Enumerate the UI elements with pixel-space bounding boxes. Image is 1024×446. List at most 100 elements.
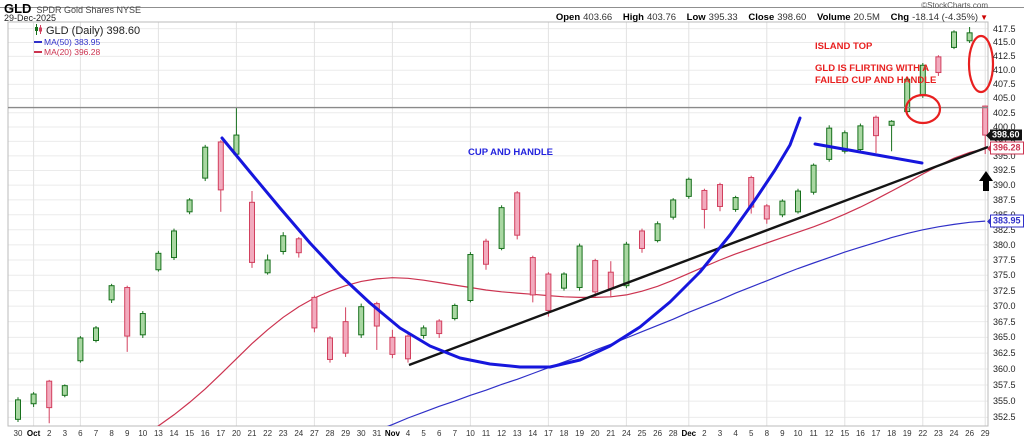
x-axis-label: 2 bbox=[46, 429, 52, 438]
candle bbox=[93, 326, 99, 343]
candle bbox=[280, 232, 287, 255]
candle bbox=[311, 295, 318, 333]
candle-body bbox=[327, 337, 333, 360]
x-axis-label: 2 bbox=[702, 429, 707, 438]
y-axis-label: 362.5 bbox=[993, 348, 1016, 359]
candle-body bbox=[826, 127, 833, 160]
x-axis-label: Nov bbox=[384, 429, 400, 438]
candle-body bbox=[966, 32, 973, 42]
candle-body bbox=[888, 120, 895, 126]
x-axis-label: 4 bbox=[733, 429, 738, 438]
x-axis-label: 31 bbox=[372, 429, 382, 438]
candle bbox=[61, 384, 68, 398]
y-axis-label: 360.0 bbox=[993, 364, 1016, 375]
annotation-text: FAILED CUP AND HANDLE bbox=[815, 75, 936, 86]
candle bbox=[436, 319, 443, 338]
candle bbox=[701, 188, 708, 229]
candle-body bbox=[311, 296, 318, 329]
candle bbox=[15, 397, 21, 422]
x-axis-label: 13 bbox=[153, 429, 163, 438]
candle-body bbox=[639, 230, 645, 249]
candle bbox=[810, 163, 817, 195]
high-label: High bbox=[622, 12, 644, 23]
candle bbox=[779, 199, 786, 218]
x-axis-label: 20 bbox=[590, 429, 600, 438]
x-axis-label: 8 bbox=[109, 429, 114, 438]
candle-body bbox=[155, 252, 162, 271]
x-axis-label: 9 bbox=[780, 429, 785, 438]
y-axis-label: 402.5 bbox=[993, 107, 1016, 118]
x-axis-label: 24 bbox=[294, 429, 304, 438]
y-axis-label: 377.5 bbox=[993, 254, 1016, 265]
x-axis-label: 7 bbox=[452, 429, 458, 438]
candle bbox=[732, 195, 739, 212]
chart-date: 29-Dec-2025 bbox=[4, 13, 57, 23]
x-axis-label: 25 bbox=[637, 429, 647, 438]
candle bbox=[545, 272, 552, 317]
y-axis-label: 415.0 bbox=[993, 37, 1016, 48]
candle-body bbox=[280, 235, 287, 252]
x-axis-label: 5 bbox=[748, 429, 754, 438]
y-axis-label: 400.0 bbox=[993, 122, 1016, 132]
legend-series-label: GLD (Daily) bbox=[46, 25, 104, 37]
y-axis-label: 367.5 bbox=[993, 316, 1016, 327]
last-price-box: 398.60 bbox=[986, 129, 1022, 141]
candle bbox=[685, 177, 692, 199]
legend-ma20-label: MA(20) 396.28 bbox=[44, 46, 101, 57]
x-axis-label: Dec bbox=[681, 429, 697, 438]
x-axis-label: 29 bbox=[341, 429, 351, 438]
candle-body bbox=[576, 245, 583, 289]
trendline bbox=[408, 145, 989, 367]
hand-drawn-annotations bbox=[8, 34, 995, 369]
legend-ma50-label: MA(50) 383.95 bbox=[44, 37, 101, 47]
x-axis-label: 6 bbox=[436, 429, 442, 438]
island-top-ellipse bbox=[967, 34, 995, 94]
x-axis-label: 17 bbox=[871, 429, 881, 438]
candle-body bbox=[15, 399, 21, 420]
annotation-text: CUP AND HANDLE bbox=[468, 147, 553, 158]
legend: GLD (Daily) 398.60 MA(50) 383.95 MA(20) … bbox=[34, 24, 140, 56]
x-axis-label: 12 bbox=[824, 429, 834, 438]
gridlines bbox=[8, 22, 988, 426]
candle bbox=[155, 250, 162, 272]
candle-body bbox=[670, 199, 677, 218]
legend-ma50: MA(50) 383.95 bbox=[34, 38, 140, 47]
candle-body bbox=[249, 201, 255, 263]
x-axis-label: 10 bbox=[138, 429, 148, 438]
ma50-line bbox=[386, 220, 986, 426]
chg-down-arrow-icon: ▼ bbox=[980, 13, 988, 22]
x-axis-label: 30 bbox=[356, 429, 366, 438]
candle bbox=[966, 26, 973, 43]
legend-series-row: GLD (Daily) 398.60 bbox=[34, 24, 140, 37]
x-axis-label: 14 bbox=[169, 429, 179, 438]
x-axis-label: 18 bbox=[887, 429, 897, 438]
candle-body bbox=[514, 192, 521, 236]
x-axis-label: 24 bbox=[949, 429, 959, 438]
candle-body bbox=[701, 189, 708, 210]
candle-body bbox=[342, 321, 349, 354]
x-axis-label: Oct bbox=[26, 429, 41, 438]
candle-body bbox=[171, 230, 177, 259]
candle-body bbox=[405, 335, 411, 360]
x-axis-label: 13 bbox=[512, 429, 522, 438]
y-axis-label: 395.0 bbox=[993, 150, 1016, 161]
candle-body bbox=[373, 303, 380, 327]
y-axis-label: 357.5 bbox=[993, 380, 1016, 391]
candle bbox=[654, 221, 661, 243]
candle bbox=[982, 105, 988, 154]
candlesticks bbox=[15, 26, 988, 424]
candle bbox=[108, 283, 115, 303]
candle bbox=[592, 258, 599, 297]
chg-value: -18.14 (-4.35%) bbox=[912, 12, 979, 23]
handle-line bbox=[813, 142, 924, 165]
x-axis-label: 10 bbox=[793, 429, 803, 438]
candle-body bbox=[654, 223, 661, 242]
candle-body bbox=[264, 259, 271, 274]
candle-body bbox=[561, 273, 567, 289]
candle-body bbox=[93, 327, 99, 341]
x-axis-label: 21 bbox=[247, 429, 257, 438]
annotation-text: ISLAND TOP bbox=[815, 41, 873, 52]
candle bbox=[561, 272, 567, 291]
candle bbox=[951, 30, 957, 50]
x-axis-label: 3 bbox=[62, 429, 68, 438]
